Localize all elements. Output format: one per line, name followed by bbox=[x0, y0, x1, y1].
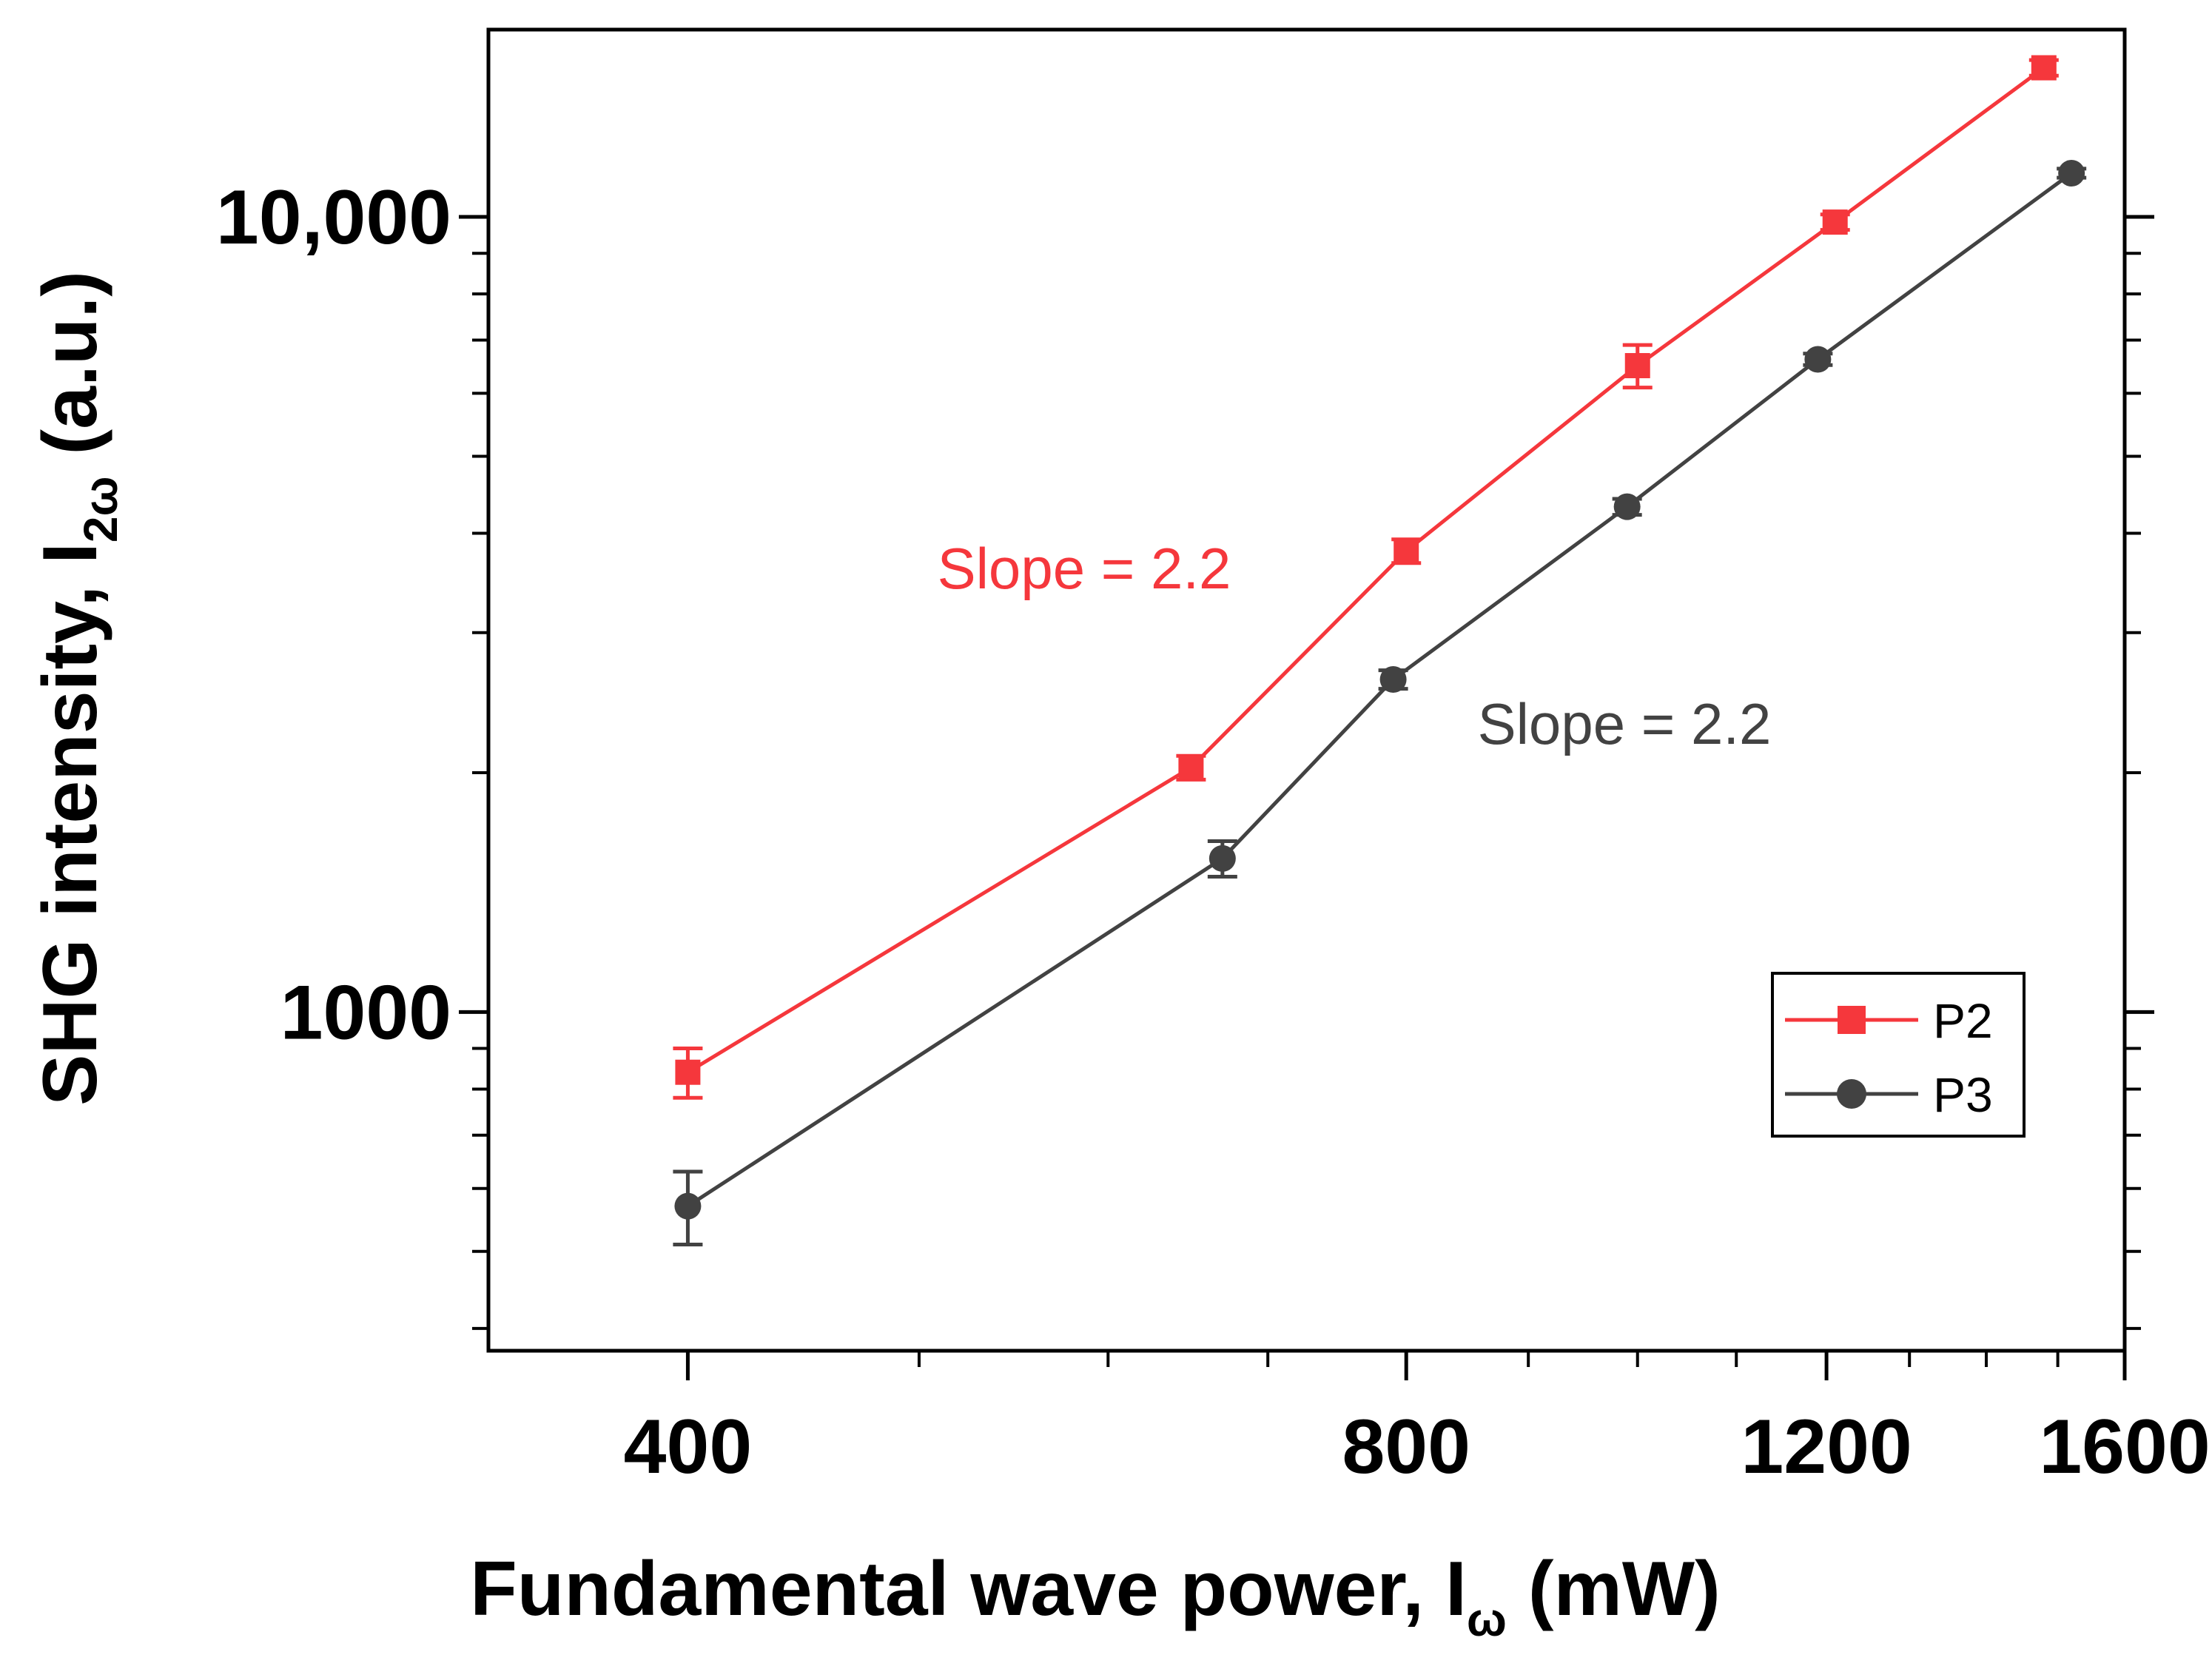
x-tick-label: 400 bbox=[624, 1404, 753, 1490]
legend-label-p3: P3 bbox=[1933, 1067, 1993, 1122]
legend-label-p2: P2 bbox=[1933, 993, 1993, 1048]
legend-item-p3: P3 bbox=[1785, 1067, 1993, 1122]
data-point-p3 bbox=[674, 1192, 702, 1220]
series-p2 bbox=[673, 55, 2059, 1100]
series-line-p2 bbox=[687, 66, 2045, 1074]
data-point-p2 bbox=[1822, 209, 1848, 235]
x-tick-label: 1600 bbox=[2039, 1404, 2210, 1490]
minor-ticks bbox=[472, 252, 2141, 1367]
y-axis-title: SHG intensity, I2ω (a.u.) bbox=[27, 271, 127, 1106]
legend-box bbox=[1771, 972, 2026, 1138]
y-tick-labels: 1000 10,000 bbox=[216, 175, 451, 1055]
series-layer bbox=[673, 55, 2087, 1247]
x-tick-labels: 400 800 1200 1600 bbox=[624, 1404, 2211, 1490]
data-point-p3 bbox=[2058, 159, 2085, 187]
x-tick-label: 1200 bbox=[1741, 1404, 1912, 1490]
data-point-p3 bbox=[1379, 665, 1407, 693]
data-point-p2 bbox=[1624, 353, 1650, 379]
series-line-p3 bbox=[687, 171, 2073, 1208]
plot-frame bbox=[486, 27, 2127, 1353]
data-point-p3 bbox=[1613, 493, 1641, 520]
data-point-p3 bbox=[1804, 346, 1832, 373]
x-tick-label: 800 bbox=[1342, 1404, 1470, 1490]
series-p3 bbox=[673, 159, 2087, 1247]
data-point-p3 bbox=[1208, 844, 1236, 872]
y-tick-label: 1000 bbox=[280, 970, 451, 1055]
data-point-p2 bbox=[2031, 55, 2057, 81]
y-tick-label: 10,000 bbox=[216, 175, 451, 261]
x-axis-title: Fundamental wave power, Iω (mW) bbox=[470, 1546, 1720, 1646]
legend-marker-p3 bbox=[1837, 1079, 1866, 1109]
data-point-p2 bbox=[1178, 755, 1204, 781]
slope-label-p3: Slope = 2.2 bbox=[1478, 691, 1772, 756]
legend-item-p2: P2 bbox=[1785, 993, 1993, 1048]
slope-label-p2: Slope = 2.2 bbox=[938, 536, 1231, 601]
data-point-p2 bbox=[675, 1059, 701, 1085]
legend-marker-p2 bbox=[1838, 1006, 1866, 1034]
data-point-p2 bbox=[1394, 538, 1419, 564]
major-ticks bbox=[459, 215, 2154, 1380]
